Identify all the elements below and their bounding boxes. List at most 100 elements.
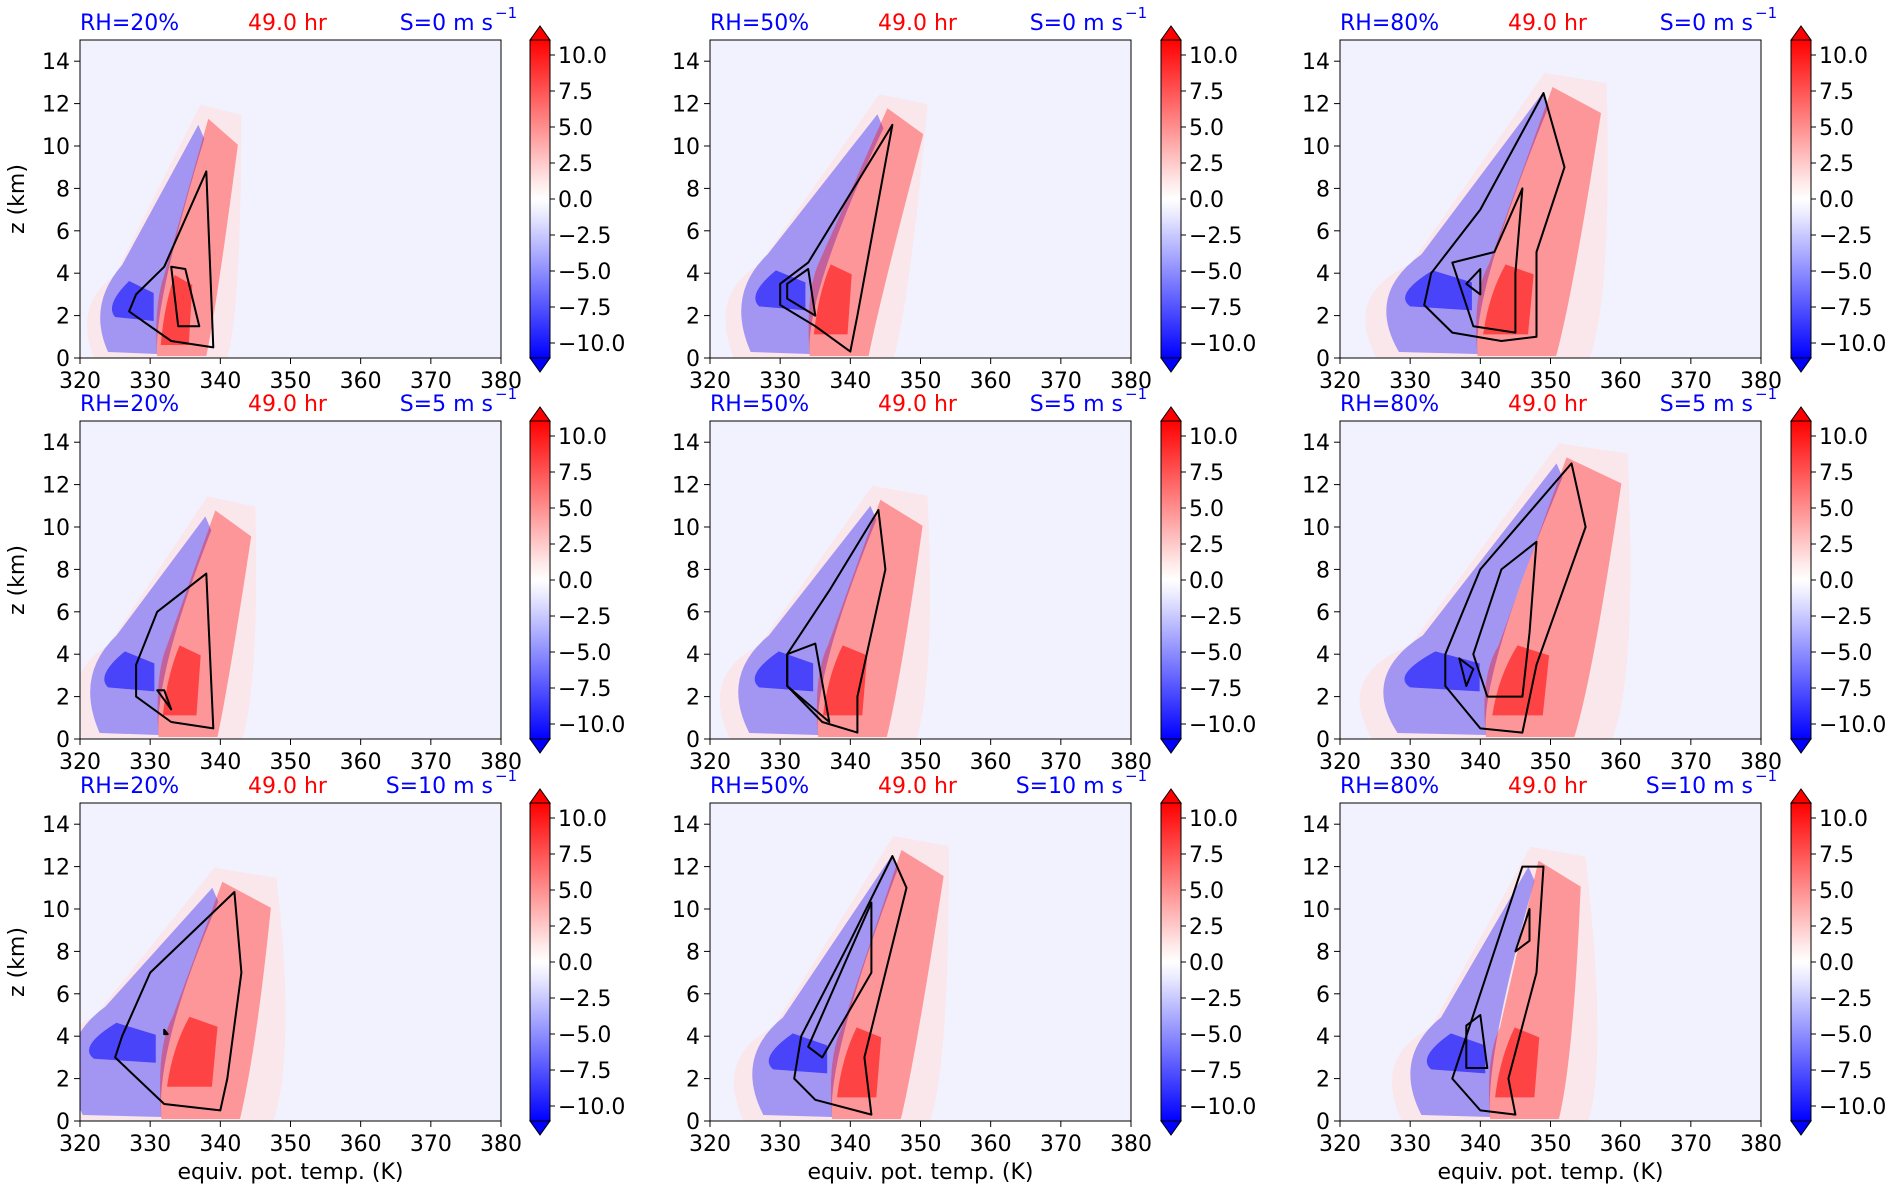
y-tick-label: 12	[672, 856, 700, 881]
y-tick-label: 14	[42, 431, 70, 456]
colorbar-tick-label: 5.0	[1189, 879, 1224, 904]
y-tick-label: 12	[42, 856, 70, 881]
shear-exponent: −1	[495, 767, 517, 785]
y-tick-label: 6	[56, 983, 70, 1008]
colorbar-tick-label: −5.0	[558, 641, 611, 666]
colorbar-extend-top	[1790, 25, 1812, 41]
colorbar: 10.0 7.5 5.0 2.5 0.0 −2.5 −5.0 −7.5 −10.0	[529, 406, 625, 754]
x-tick-label: 330	[759, 369, 801, 394]
positive-core	[822, 645, 868, 716]
anomaly-field	[87, 104, 242, 358]
time-label: 49.0 hr	[878, 392, 958, 417]
colorbar-tick-label: 0.0	[1819, 951, 1854, 976]
x-tick-label: 330	[1389, 369, 1431, 394]
y-tick-label: 0	[1316, 347, 1330, 372]
y-tick-label: 4	[1316, 1025, 1330, 1050]
y-tick-label: 6	[686, 220, 700, 245]
shear-exponent: −1	[1125, 767, 1147, 785]
positive-core	[162, 645, 201, 716]
x-tick-label: 340	[199, 750, 241, 775]
anomaly-field	[1365, 73, 1608, 358]
x-tick-label: 330	[129, 750, 171, 775]
colorbar-extend-bottom	[1790, 738, 1812, 754]
panel-1: 320 330 340 350 360 370 380 0 2 4 6 8 10 12 14 RH=20% 49…	[5, 4, 625, 394]
contour-line	[128, 170, 215, 349]
colorbar-tick-label: −7.5	[1189, 296, 1242, 321]
colorbar-tick-label: 7.5	[1819, 80, 1854, 105]
colorbar-tick-label: 7.5	[558, 843, 593, 868]
x-tick-label: 320	[1319, 369, 1361, 394]
contour-line	[786, 268, 817, 317]
y-axis-label: z (km)	[5, 164, 30, 234]
shear-label: S=0 m s	[1660, 11, 1753, 36]
x-tick-label: 330	[759, 750, 801, 775]
contour-line	[135, 572, 215, 730]
colorbar-extend-top	[529, 406, 551, 422]
shear-label: S=0 m s	[400, 11, 493, 36]
y-tick-label: 0	[686, 728, 700, 753]
negative-core	[754, 651, 814, 692]
colorbar-tick-label: −10.0	[1819, 332, 1886, 357]
x-tick-label: 340	[829, 750, 871, 775]
y-tick-label: 4	[686, 1025, 700, 1050]
colorbar-tick-label: −2.5	[558, 605, 611, 630]
positive-core	[1495, 1027, 1540, 1098]
anomaly-field	[1359, 443, 1631, 739]
colorbar-tick-label: 2.5	[1819, 152, 1854, 177]
colorbar-gradient	[1791, 803, 1811, 1121]
colorbar: 10.0 7.5 5.0 2.5 0.0 −2.5 −5.0 −7.5 −10.0	[1790, 25, 1886, 373]
x-tick-label: 380	[480, 1132, 522, 1157]
x-tick-label: 370	[1670, 750, 1712, 775]
anomaly-field	[719, 485, 931, 739]
colorbar-tick-label: −2.5	[1819, 987, 1872, 1012]
colorbar-gradient	[1791, 421, 1811, 739]
y-tick-label: 8	[56, 177, 70, 202]
anomaly-field	[80, 496, 257, 739]
shear-exponent: −1	[1755, 4, 1777, 22]
colorbar-tick-label: −5.0	[1819, 260, 1872, 285]
colorbar-tick-label: 0.0	[1819, 569, 1854, 594]
x-tick-label: 370	[1670, 1132, 1712, 1157]
panel-3: 320 330 340 350 360 370 380 0 2 4 6 8 10 12 14 RH=80% 49…	[1302, 4, 1886, 394]
positive-core	[1483, 264, 1534, 335]
y-tick-label: 4	[686, 643, 700, 668]
colorbar-tick-label: −10.0	[1189, 1095, 1256, 1120]
y-tick-label: 12	[42, 474, 70, 499]
x-tick-label: 330	[129, 369, 171, 394]
anomaly-field	[80, 867, 286, 1121]
colorbar-extend-top	[1160, 788, 1182, 804]
contour-line	[114, 891, 243, 1112]
y-tick-label: 14	[1302, 813, 1330, 838]
time-label: 49.0 hr	[878, 11, 958, 36]
time-label: 49.0 hr	[248, 11, 328, 36]
colorbar-tick-label: 7.5	[1189, 80, 1224, 105]
colorbar-gradient	[1161, 803, 1181, 1121]
y-tick-label: 12	[672, 474, 700, 499]
x-tick-label: 350	[1530, 750, 1572, 775]
positive-core	[813, 264, 852, 335]
colorbar-tick-label: 5.0	[1819, 116, 1854, 141]
y-tick-label: 6	[1316, 983, 1330, 1008]
colorbar-tick-label: −10.0	[1819, 713, 1886, 738]
positive-core	[167, 1016, 218, 1087]
colorbar-tick-label: −5.0	[1189, 641, 1242, 666]
y-tick-label: 2	[1316, 305, 1330, 330]
y-tick-label: 10	[1302, 516, 1330, 541]
colorbar: 10.0 7.5 5.0 2.5 0.0 −2.5 −5.0 −7.5 −10.0	[1160, 25, 1256, 373]
y-tick-label: 4	[1316, 262, 1330, 287]
x-tick-label: 350	[900, 369, 942, 394]
colorbar-tick-label: 10.0	[558, 425, 607, 450]
rh-label: RH=50%	[710, 774, 809, 799]
colorbar-tick-label: 7.5	[1819, 461, 1854, 486]
x-tick-label: 370	[1040, 369, 1082, 394]
contour-line	[1444, 462, 1587, 734]
x-tick-label: 350	[900, 750, 942, 775]
y-tick-label: 10	[1302, 135, 1330, 160]
colorbar-tick-label: 5.0	[1189, 116, 1224, 141]
colorbar-gradient	[1161, 421, 1181, 739]
x-tick-label: 330	[129, 1132, 171, 1157]
colorbar-tick-label: −7.5	[558, 677, 611, 702]
colorbar-tick-label: 2.5	[1819, 533, 1854, 558]
colorbar-tick-label: −10.0	[1189, 713, 1256, 738]
x-tick-label: 380	[1740, 1132, 1782, 1157]
